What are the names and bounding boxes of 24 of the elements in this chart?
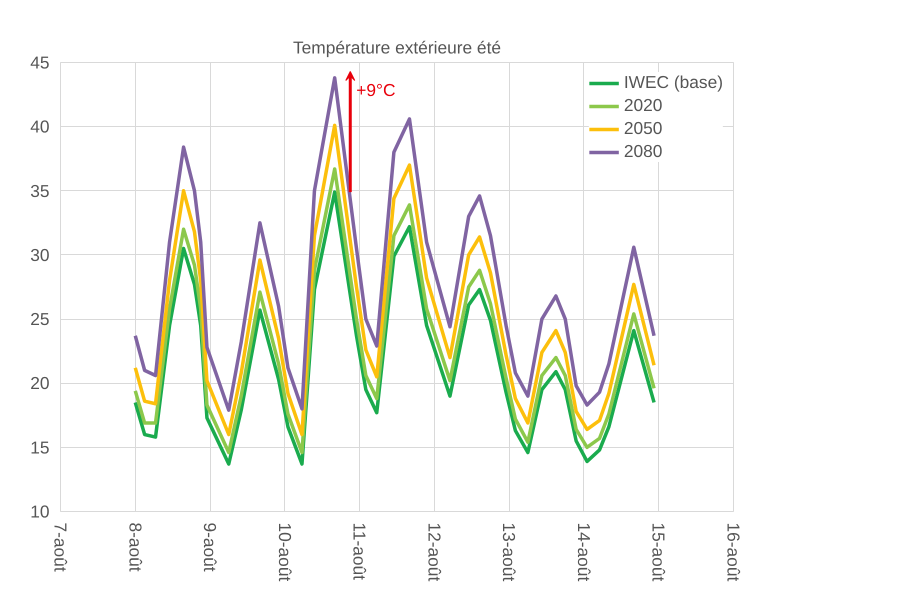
legend-label: 2020 xyxy=(624,95,662,116)
x-tick-label: 10-août xyxy=(274,522,295,582)
x-tick-label: 8-août xyxy=(125,522,146,572)
legend-label: 2080 xyxy=(624,141,662,162)
annotation: +9°C xyxy=(356,80,396,100)
x-tick-label: 11-août xyxy=(350,522,370,580)
y-tick-label: 20 xyxy=(30,373,50,394)
legend-label: 2050 xyxy=(624,118,662,139)
x-tick-label: 15-août xyxy=(648,522,669,582)
legend-label: IWEC (base) xyxy=(624,72,723,93)
x-tick-label: 9-août xyxy=(200,522,220,572)
x-tick-label: 12-août xyxy=(424,522,444,582)
chart-title: Température extérieure été xyxy=(292,38,502,58)
x-tick-label: 16-août xyxy=(724,522,744,582)
x-tick-label: 7-août xyxy=(50,522,70,572)
y-tick-label: 45 xyxy=(30,52,50,72)
y-tick-label: 30 xyxy=(30,244,50,265)
y-tick-label: 25 xyxy=(30,309,50,330)
y-tick-label: 15 xyxy=(30,437,50,458)
y-tick-label: 10 xyxy=(30,502,50,522)
y-tick-label: 40 xyxy=(30,116,50,137)
x-tick-label: 13-août xyxy=(499,522,520,582)
y-tick-label: 35 xyxy=(30,180,50,201)
x-tick-label: 14-août xyxy=(574,522,594,582)
